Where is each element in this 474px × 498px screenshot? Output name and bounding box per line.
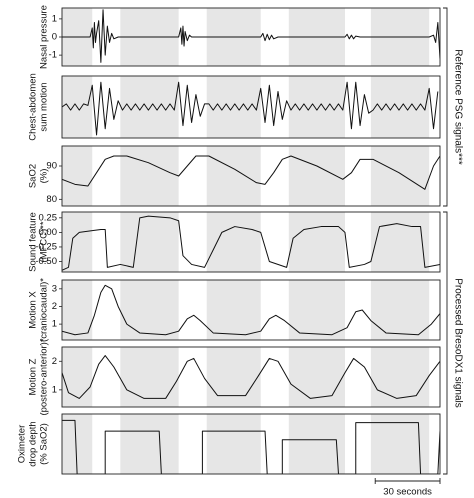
y-axis-label: sum motion <box>39 82 50 131</box>
y-tick-label: 1 <box>52 319 57 330</box>
y-tick-label: 1 <box>52 384 57 395</box>
y-axis-label: (postero-anterior)* <box>39 338 50 415</box>
y-axis-label: (% SaO2) <box>39 423 50 465</box>
shaded-interval <box>288 280 345 340</box>
panel-frame <box>61 413 441 475</box>
shaded-interval <box>206 146 261 206</box>
shaded-interval <box>120 414 179 474</box>
shaded-interval <box>206 414 261 474</box>
panel-frame <box>61 7 441 67</box>
y-axis-label: (craniocaudal)* <box>39 278 50 342</box>
y-axis-label: Motion X <box>28 291 39 329</box>
y-tick-label: 90 <box>46 161 57 172</box>
shaded-interval <box>370 76 430 138</box>
signal-trace <box>62 81 439 136</box>
y-tick-label: 2 <box>52 301 57 312</box>
shaded-interval <box>62 280 93 340</box>
shaded-interval <box>206 212 261 272</box>
shaded-interval <box>288 347 345 407</box>
shaded-interval <box>206 347 261 407</box>
signal-trace <box>62 355 440 399</box>
shaded-interval <box>120 280 179 340</box>
shaded-interval <box>120 76 179 138</box>
shaded-interval <box>120 212 179 272</box>
shaded-interval <box>206 280 261 340</box>
group-label: Processed BresoDX1 signals <box>452 278 463 408</box>
group-bracket <box>443 211 448 475</box>
panel-frame <box>61 75 441 139</box>
y-axis-label: (MFCC)** <box>39 221 50 262</box>
shaded-interval <box>120 347 179 407</box>
shaded-interval <box>370 146 430 206</box>
y-tick-label: 0.25 <box>39 212 58 223</box>
y-tick-label: 3 <box>52 283 57 294</box>
signal-trace <box>62 215 440 271</box>
shaded-interval <box>62 212 93 272</box>
signal-trace <box>62 9 440 63</box>
y-axis-label: Oximeter <box>17 425 28 464</box>
y-axis-label: Chest-abdomen <box>28 73 39 141</box>
y-tick-label: -1 <box>49 50 57 61</box>
panel-frame <box>61 145 441 207</box>
scale-bar-label: 30 seconds <box>383 487 432 498</box>
panel-frame <box>61 279 441 341</box>
shaded-interval <box>288 212 345 272</box>
signal-trace <box>62 419 440 474</box>
y-tick-label: -0.25 <box>35 241 57 252</box>
y-axis-label: Motion Z <box>28 358 39 395</box>
signal-trace <box>62 284 440 336</box>
group-label: Reference PSG signals*** <box>452 49 463 165</box>
group-bracket <box>443 7 448 207</box>
y-axis-label: Nasal pressure <box>39 5 50 69</box>
y-tick-label: 1 <box>52 13 57 24</box>
y-axis-label: SaO2 <box>28 164 39 188</box>
y-tick-label: 80 <box>46 194 57 205</box>
shaded-interval <box>120 146 179 206</box>
shaded-interval <box>370 280 430 340</box>
y-axis-label: (%) <box>39 169 50 184</box>
y-axis-label: Sound feature <box>28 212 39 272</box>
signal-trace <box>62 155 440 190</box>
y-tick-label: 0 <box>52 32 57 43</box>
shaded-interval <box>62 146 93 206</box>
shaded-interval <box>62 347 93 407</box>
shaded-interval <box>288 414 345 474</box>
scale-bar <box>374 478 441 484</box>
panel-frame <box>61 346 441 408</box>
y-axis-label: drop depth <box>28 421 39 466</box>
shaded-interval <box>288 76 345 138</box>
y-tick-label: 0.00 <box>39 227 58 238</box>
y-tick-label: -0.50 <box>35 256 57 267</box>
shaded-interval <box>370 347 430 407</box>
shaded-interval <box>370 212 430 272</box>
panel-frame <box>61 211 441 273</box>
y-tick-label: 2 <box>52 356 57 367</box>
